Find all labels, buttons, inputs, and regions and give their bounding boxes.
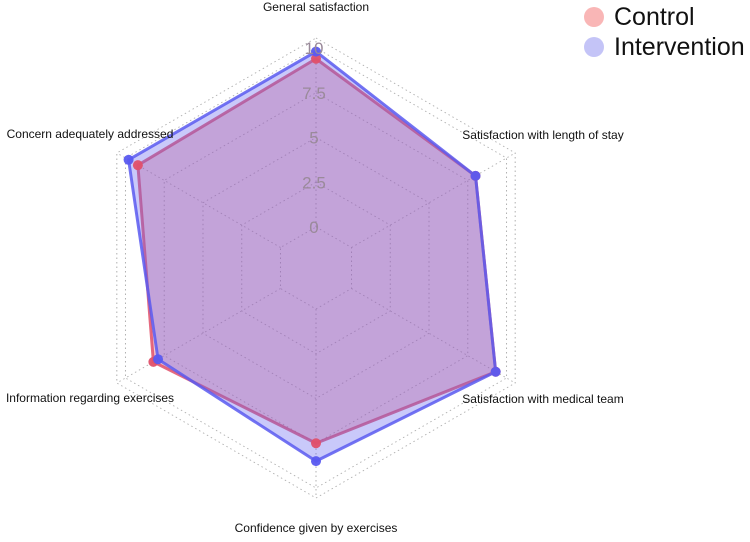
axis-label: General satisfaction <box>263 0 369 14</box>
data-point-intervention-3 <box>311 456 321 467</box>
legend-item-control: Control <box>580 2 745 32</box>
legend-swatch-intervention <box>584 37 604 57</box>
grid-spoke-5 <box>116 152 281 248</box>
legend: Control Intervention <box>580 2 745 62</box>
data-point-control-5 <box>132 160 143 171</box>
radial-tick-label: 0 <box>309 218 318 237</box>
data-point-intervention-0 <box>311 46 321 57</box>
radial-tick-label: 7.5 <box>302 84 326 103</box>
legend-item-intervention: Intervention <box>580 32 745 62</box>
data-point-intervention-5 <box>123 154 134 165</box>
data-point-intervention-1 <box>470 170 481 181</box>
legend-label-control: Control <box>614 3 695 31</box>
axis-label: Concern adequately addressed <box>7 127 174 141</box>
grid-ring-1 <box>241 181 391 355</box>
radial-tick-label: 10 <box>305 39 324 58</box>
axis-label: Satisfaction with medical team <box>462 392 623 406</box>
data-point-control-0 <box>311 53 321 64</box>
axis-label: Satisfaction with length of stay <box>462 128 623 142</box>
grid-spoke-2 <box>351 288 516 384</box>
radial-tick-label: 5 <box>309 129 318 148</box>
grid-frame <box>116 37 516 499</box>
radial-tick-label: 2.5 <box>302 173 326 192</box>
grid-ring-2 <box>202 136 430 400</box>
data-point-intervention-2 <box>490 366 501 377</box>
data-point-control-3 <box>311 438 321 449</box>
grid-spoke-4 <box>116 288 281 384</box>
axis-label: Confidence given by exercises <box>235 521 398 535</box>
legend-label-intervention: Intervention <box>614 33 745 61</box>
axis-label: Information regarding exercises <box>6 391 174 405</box>
grid-spoke-1 <box>351 152 516 248</box>
legend-swatch-control <box>584 7 604 27</box>
data-point-intervention-4 <box>153 354 164 365</box>
series-area-intervention <box>127 50 498 463</box>
